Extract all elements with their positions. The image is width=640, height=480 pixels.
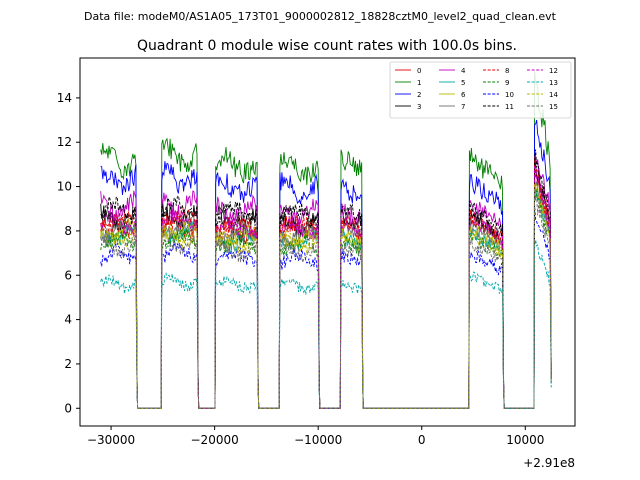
legend-label-9: 9 [505,79,509,87]
series-line-13 [100,239,552,409]
chart-suptitle: Data file: modeM0/AS1A05_173T01_90000028… [84,10,557,23]
legend-label-0: 0 [417,67,421,75]
x-tick-label: −10000 [294,433,342,447]
x-axis: −30000 −20000 −10000 0 10000 [87,426,544,447]
y-tick-label: 8 [64,224,72,238]
series-line-2 [100,119,552,409]
legend-label-11: 11 [505,103,514,111]
legend-label-7: 7 [461,103,465,111]
y-axis: 0 2 4 6 8 10 12 14 [57,91,80,415]
series-line-0 [100,169,552,409]
legend-label-1: 1 [417,79,421,87]
series-line-3 [100,155,552,409]
x-offset-label: +2.91e8 [523,456,575,470]
x-tick-label: 10000 [506,433,544,447]
legend-label-8: 8 [505,67,509,75]
y-tick-label: 6 [64,268,72,282]
legend-box [389,61,572,119]
y-tick-label: 12 [57,135,72,149]
legend-label-10: 10 [505,91,514,99]
series-line-9 [100,188,552,409]
x-tick-label: −20000 [191,433,239,447]
y-tick-label: 14 [57,91,72,105]
legend-label-13: 13 [549,79,558,87]
y-tick-label: 10 [57,180,72,194]
legend-label-6: 6 [461,91,466,99]
plot-area [100,70,552,409]
x-tick-label: 0 [418,433,426,447]
plot-frame [79,57,576,427]
legend-label-4: 4 [461,67,466,75]
y-tick-label: 4 [64,313,72,327]
y-tick-label: 0 [64,401,72,415]
y-tick-label: 2 [64,357,72,371]
legend-label-15: 15 [549,103,558,111]
series-line-11 [100,149,552,409]
series-line-12 [100,165,552,409]
series-line-15 [100,188,552,409]
legend-label-14: 14 [549,91,558,99]
chart-title: Quadrant 0 module wise count rates with … [137,38,517,54]
legend-label-2: 2 [417,91,421,99]
legend-label-12: 12 [549,67,558,75]
legend-label-3: 3 [417,103,421,111]
legend-label-5: 5 [461,79,465,87]
x-tick-label: −30000 [87,433,135,447]
